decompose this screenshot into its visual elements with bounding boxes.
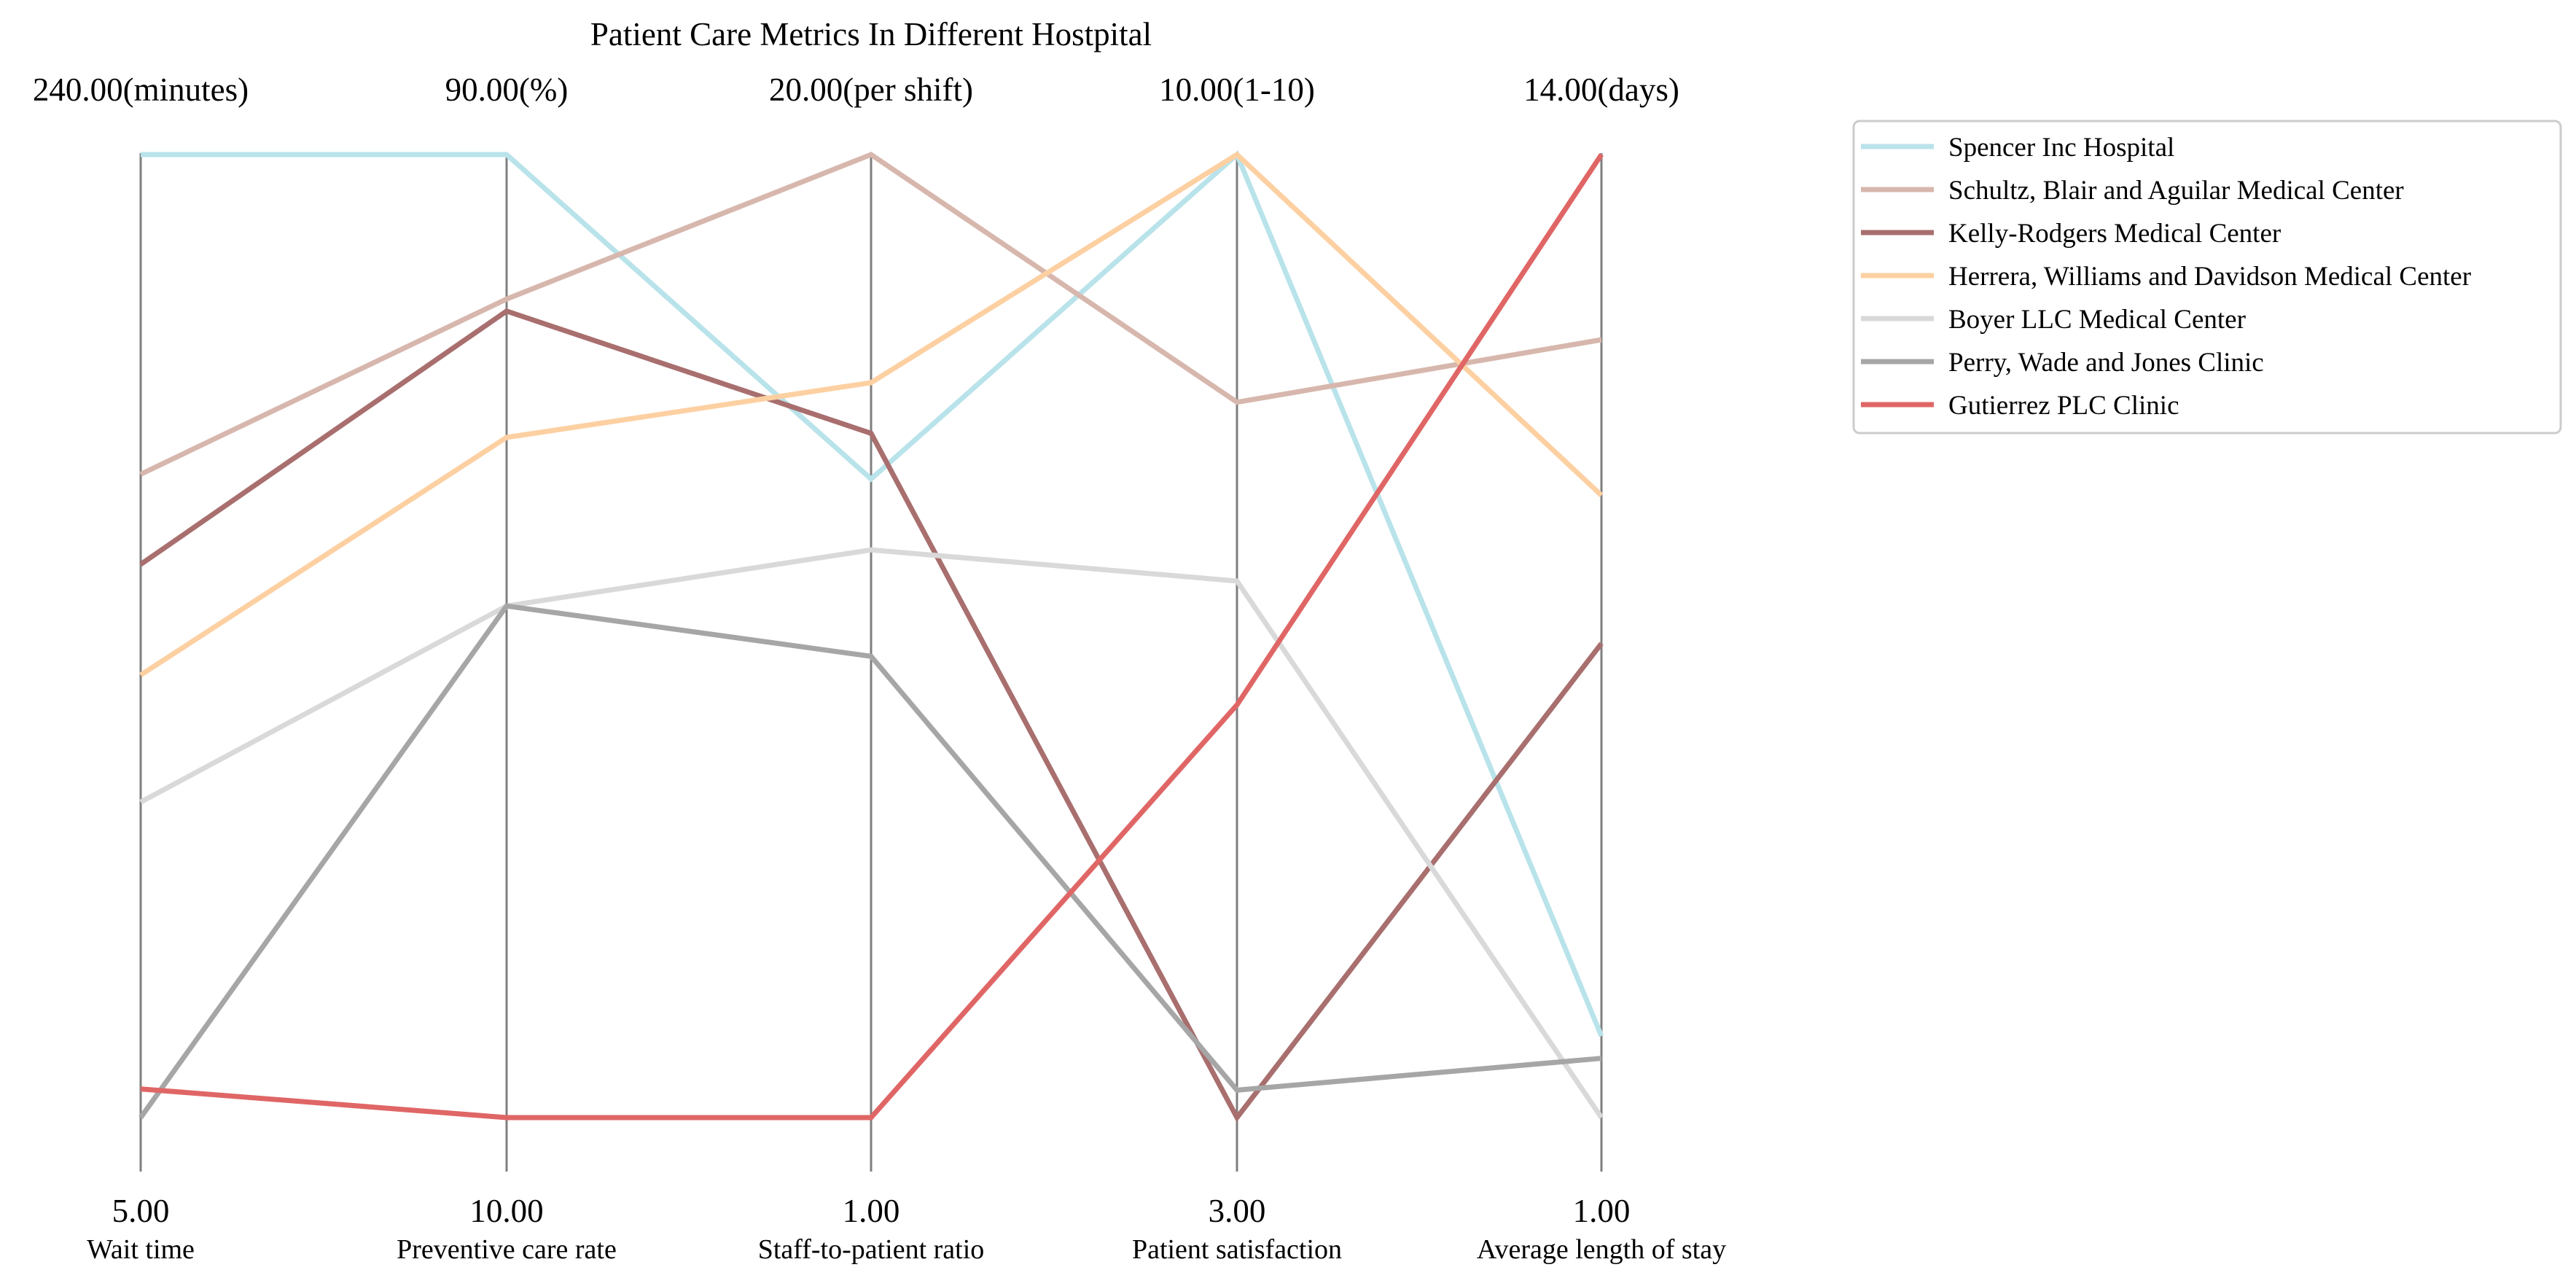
axis-min-label: 3.00	[1209, 1193, 1266, 1229]
axis-max-label: 14.00(days)	[1523, 71, 1679, 108]
axis-min-label: 1.00	[843, 1193, 900, 1229]
series-line-4	[139, 151, 1604, 677]
axis-max-label: 10.00(1-10)	[1159, 71, 1315, 108]
legend-label: Schultz, Blair and Aguilar Medical Cente…	[1948, 176, 2404, 206]
axis-max-label: 90.00(%)	[445, 71, 569, 108]
legend-label: Herrera, Williams and Davidson Medical C…	[1948, 262, 2471, 292]
axis-name-label: Patient satisfaction	[1132, 1234, 1342, 1265]
series-line-3	[139, 308, 1604, 1123]
axis-name-label: Preventive care rate	[397, 1234, 617, 1265]
axis-min-label: 1.00	[1573, 1193, 1631, 1229]
legend-label: Gutierrez PLC Clinic	[1948, 391, 2179, 421]
legend-frame	[1852, 120, 2562, 434]
legend-label: Spencer Inc Hospital	[1948, 133, 2174, 163]
axes-layer: 240.00(minutes) 5.00 Wait time 90.00(%) 10.0…	[33, 71, 1726, 1265]
legend: Spencer Inc Hospital Schultz, Blair and A…	[1852, 120, 2562, 434]
axis-max-label: 20.00(per shift)	[769, 71, 973, 108]
series-line-6	[138, 603, 1602, 1120]
series-line-1	[141, 150, 1604, 1037]
axis-min-label: 5.00	[112, 1193, 170, 1229]
series-line-2	[139, 152, 1602, 477]
legend-label: Boyer LLC Medical Center	[1948, 305, 2246, 335]
series-layer	[138, 150, 1604, 1123]
series-line-5	[139, 547, 1604, 1119]
axis-name-label: Wait time	[87, 1234, 195, 1265]
axis-min-label: 10.00	[469, 1193, 543, 1229]
legend-label: Kelly-Rodgers Medical Center	[1948, 219, 2281, 249]
chart-title: Patient Care Metrics In Different Hostpi…	[590, 16, 1152, 52]
legend-label: Perry, Wade and Jones Clinic	[1948, 348, 2264, 378]
axis-max-label: 240.00(minutes)	[33, 71, 249, 108]
series-line-7	[140, 153, 1604, 1121]
axis-name-label: Average length of stay	[1477, 1234, 1726, 1265]
axis-name-label: Staff-to-patient ratio	[758, 1234, 985, 1265]
